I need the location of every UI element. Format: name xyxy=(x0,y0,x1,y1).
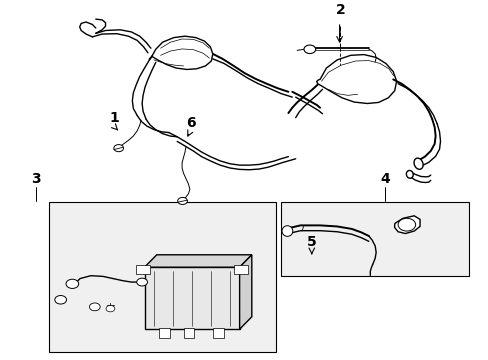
Bar xyxy=(183,328,194,338)
Bar xyxy=(159,328,169,338)
Text: 4: 4 xyxy=(379,172,389,186)
Circle shape xyxy=(137,278,147,286)
Ellipse shape xyxy=(413,158,422,169)
Circle shape xyxy=(177,197,187,204)
Circle shape xyxy=(397,218,415,231)
Ellipse shape xyxy=(282,226,292,237)
Bar xyxy=(281,202,468,276)
Circle shape xyxy=(55,296,66,304)
Bar xyxy=(136,265,150,274)
Polygon shape xyxy=(239,255,251,329)
Polygon shape xyxy=(316,55,396,103)
Text: 6: 6 xyxy=(185,116,195,130)
Text: 5: 5 xyxy=(306,235,316,249)
Polygon shape xyxy=(149,36,212,69)
Bar xyxy=(212,328,223,338)
Circle shape xyxy=(304,45,315,54)
Polygon shape xyxy=(144,255,251,267)
Bar xyxy=(144,267,239,329)
Text: 2: 2 xyxy=(335,3,345,17)
Bar xyxy=(49,202,276,352)
Polygon shape xyxy=(394,216,419,234)
Text: 3: 3 xyxy=(31,172,41,186)
Circle shape xyxy=(66,279,79,288)
Text: 1: 1 xyxy=(109,112,119,125)
Circle shape xyxy=(89,303,100,311)
Ellipse shape xyxy=(406,171,412,178)
Circle shape xyxy=(114,145,123,152)
Bar xyxy=(233,265,248,274)
Circle shape xyxy=(106,305,115,312)
